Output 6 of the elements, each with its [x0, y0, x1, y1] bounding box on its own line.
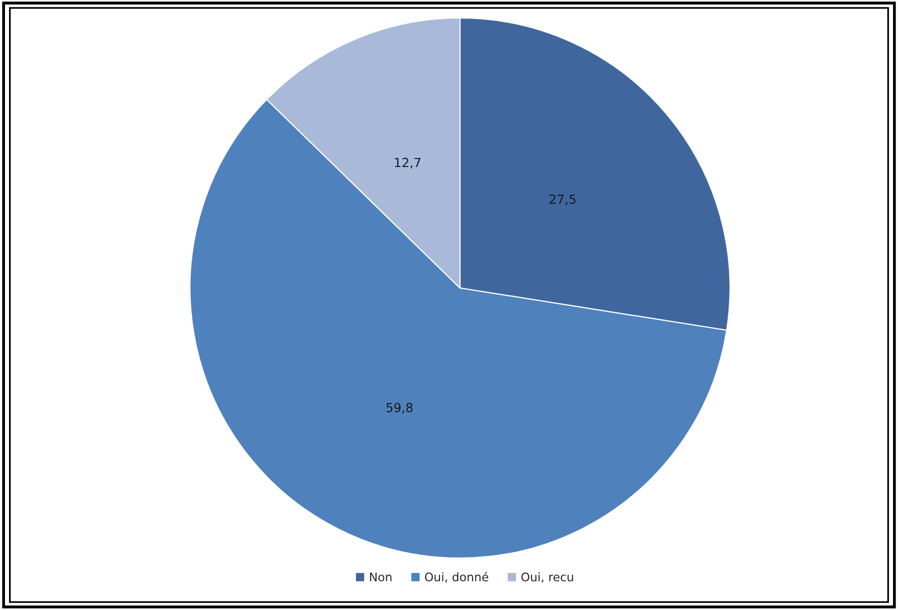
legend-label: Oui, recu: [521, 572, 574, 583]
data-label: 12,7: [395, 158, 420, 169]
data-label: 59,8: [386, 402, 413, 414]
legend-label: Oui, donné: [424, 572, 488, 583]
data-label: 27,5: [550, 194, 576, 206]
legend-label: Non: [370, 572, 392, 582]
